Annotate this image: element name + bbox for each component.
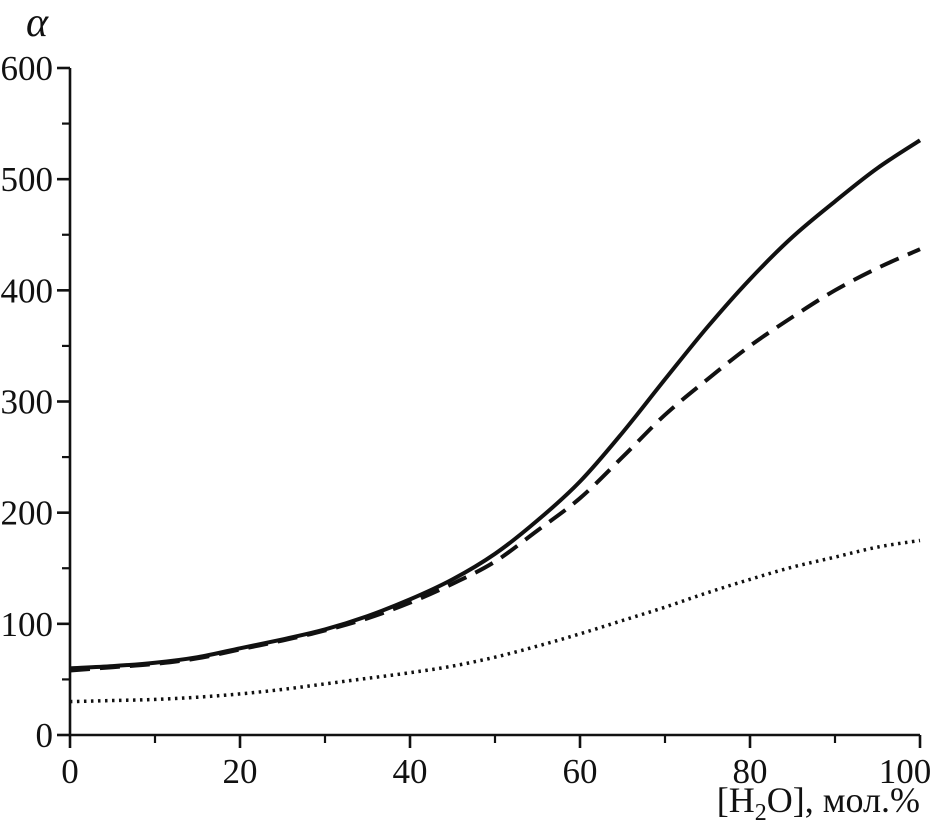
x-axis-title-subscript: 2 <box>754 800 767 827</box>
x-axis-title: [H2O], мол.% <box>716 779 920 825</box>
x-axis-title-post: O], мол.% <box>766 780 920 820</box>
y-tick-label: 0 <box>36 716 54 755</box>
x-tick-label: 20 <box>223 752 258 791</box>
series-curve-dashed <box>69 247 921 673</box>
x-tick-label: 0 <box>61 752 79 791</box>
y-axis-title: α <box>26 0 49 46</box>
x-tick-label: 40 <box>393 752 428 791</box>
y-tick-label: 400 <box>1 271 54 310</box>
y-tick-label: 100 <box>1 605 54 644</box>
series-curve-solid <box>69 138 922 671</box>
y-tick-label: 200 <box>1 494 54 533</box>
series-curve-dotted <box>69 538 921 704</box>
x-tick-label: 80 <box>733 752 768 791</box>
axes <box>68 68 920 737</box>
y-tick-label: 500 <box>1 160 54 199</box>
x-tick-label: 60 <box>563 752 598 791</box>
y-tick-label: 300 <box>1 383 54 422</box>
x-tick-label: 100 <box>879 752 932 791</box>
x-axis-title-pre: [H <box>716 780 755 820</box>
y-tick-label: 600 <box>1 49 54 88</box>
